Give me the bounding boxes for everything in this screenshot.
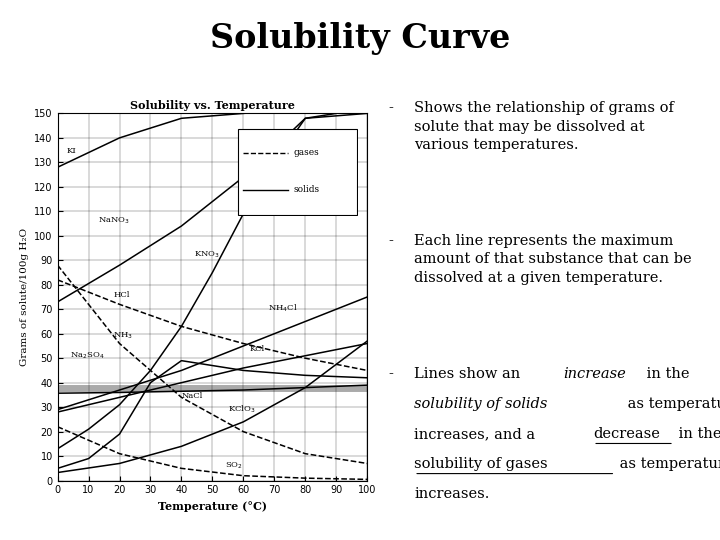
Text: as temperature: as temperature [624,397,720,411]
Text: solubility of solids: solubility of solids [414,397,547,411]
Text: HCl: HCl [113,292,130,300]
Text: NH$_3$: NH$_3$ [113,330,133,341]
Y-axis label: Grams of solute/100g H₂O: Grams of solute/100g H₂O [19,228,29,366]
Text: -: - [389,234,394,248]
Text: NH$_4$Cl: NH$_4$Cl [268,302,297,314]
Text: -: - [389,101,394,115]
Text: KI: KI [67,147,76,155]
Text: Na$_2$SO$_4$: Na$_2$SO$_4$ [70,350,104,361]
Text: in the: in the [674,427,720,441]
Text: -: - [389,367,394,381]
Text: in the: in the [642,367,690,381]
Text: Solubility Curve: Solubility Curve [210,22,510,55]
Text: KNO$_3$: KNO$_3$ [194,250,220,260]
Text: NaCl: NaCl [181,392,203,400]
Text: increase: increase [563,367,626,381]
Text: solubility of gases: solubility of gases [414,457,548,471]
Title: Solubility vs. Temperature: Solubility vs. Temperature [130,100,294,111]
Text: Shows the relationship of grams of
solute that may be dissolved at
various tempe: Shows the relationship of grams of solut… [414,101,674,152]
Text: decrease: decrease [593,427,660,441]
Text: increases.: increases. [414,487,490,501]
Text: Each line represents the maximum
amount of that substance that can be
dissolved : Each line represents the maximum amount … [414,234,692,285]
Text: SO$_2$: SO$_2$ [225,460,243,471]
Text: NaNO$_3$: NaNO$_3$ [98,215,130,226]
Text: Lines show an: Lines show an [414,367,525,381]
Text: increases, and a: increases, and a [414,427,540,441]
Text: KCl: KCl [250,345,265,353]
Text: as temperature: as temperature [616,457,720,471]
X-axis label: Temperature (°C): Temperature (°C) [158,501,267,512]
Text: KClO$_3$: KClO$_3$ [228,403,256,415]
